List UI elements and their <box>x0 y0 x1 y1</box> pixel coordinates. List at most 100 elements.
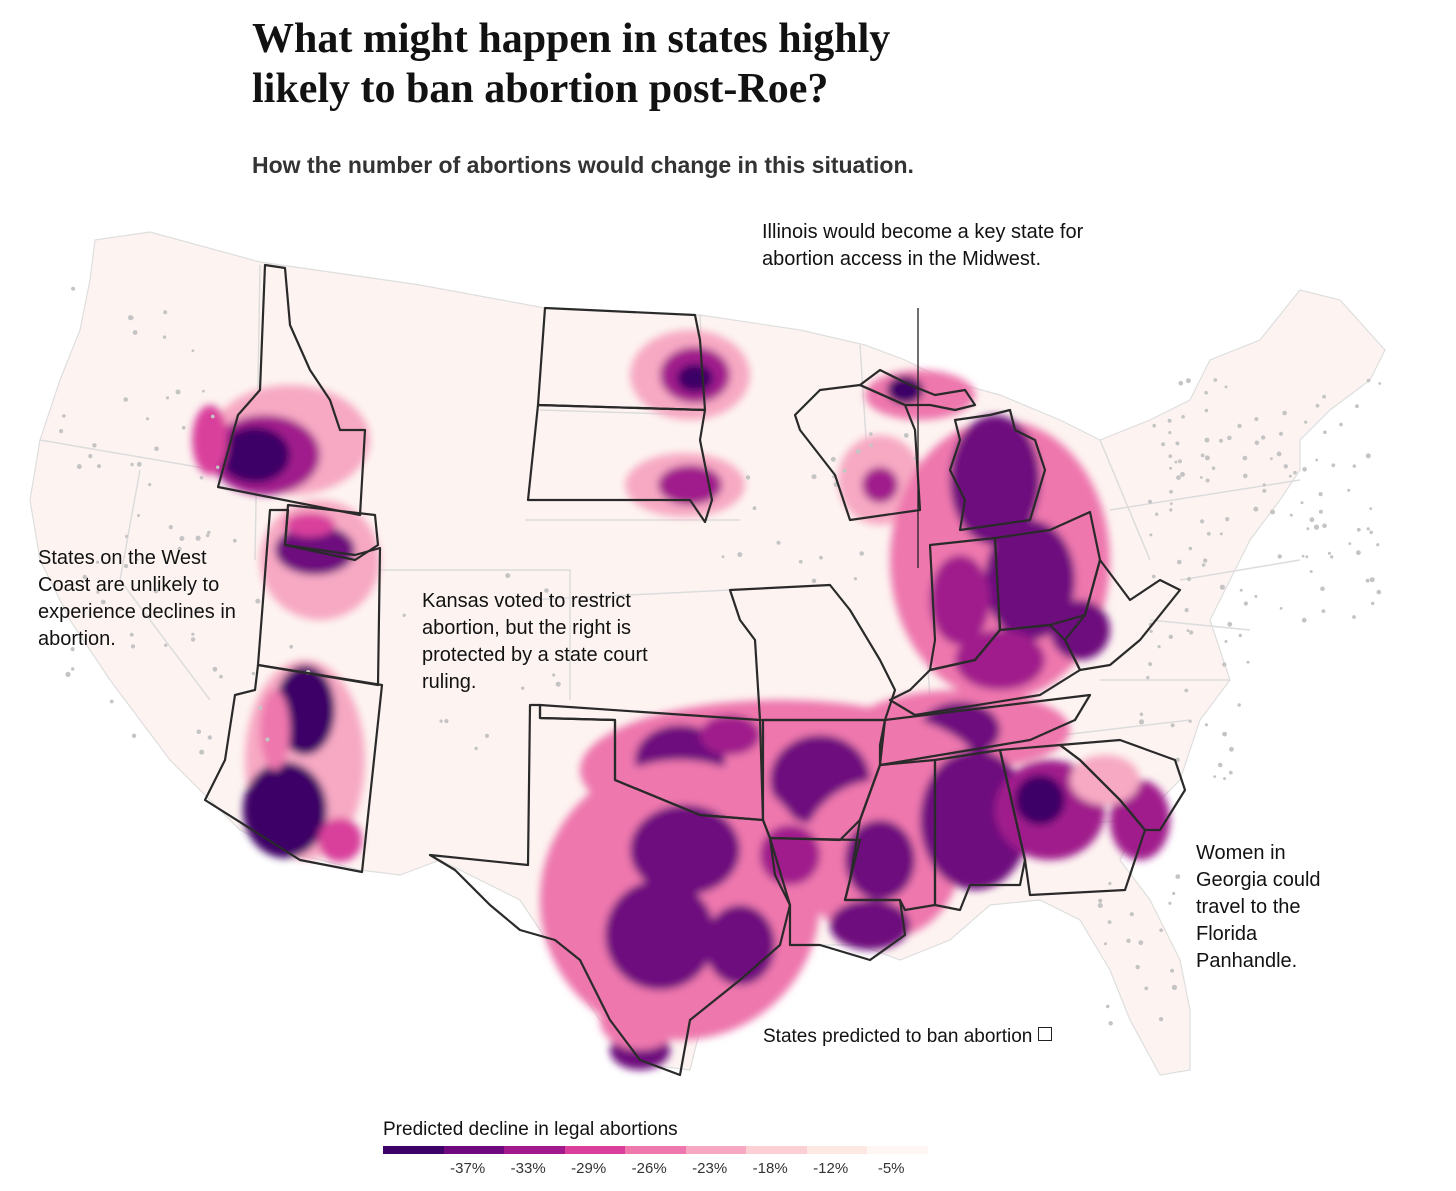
city-dot <box>125 534 129 539</box>
state-south-carolina <box>1058 738 1187 832</box>
legend-label: -26% <box>631 1160 667 1177</box>
city-dot <box>1282 410 1287 416</box>
city-dot <box>199 476 204 480</box>
city-dot <box>1304 420 1308 424</box>
city-dot <box>1126 938 1131 943</box>
city-dot <box>476 631 480 635</box>
city-dot <box>1184 608 1189 613</box>
city-dot <box>1356 527 1361 532</box>
city-dot <box>130 462 134 467</box>
city-dot <box>1313 524 1320 530</box>
legend-label: -37% <box>450 1160 486 1177</box>
city-dot <box>1283 464 1289 469</box>
city-dot <box>1331 463 1336 468</box>
city-dot <box>1224 640 1228 643</box>
city-dot <box>1178 380 1184 386</box>
city-dot <box>1242 455 1248 461</box>
city-dot <box>855 449 861 454</box>
city-dot <box>145 417 150 421</box>
city-dot <box>1167 418 1172 423</box>
city-dot <box>1293 470 1297 475</box>
city-dot <box>1213 378 1218 382</box>
city-dot <box>1327 551 1331 555</box>
legend-title: Predicted decline in legal abortions <box>383 1119 678 1140</box>
city-dot <box>1138 719 1145 725</box>
city-dot <box>164 643 168 647</box>
annotation-georgia: Women in Georgia could travel to the Flo… <box>1196 842 1321 972</box>
city-dot <box>1369 507 1373 510</box>
ban-state-swatch <box>1038 1027 1053 1041</box>
city-dot <box>1365 578 1370 583</box>
city-dot <box>136 461 142 467</box>
city-dot <box>1366 378 1371 383</box>
city-dot <box>1186 378 1191 384</box>
city-dot <box>195 535 201 541</box>
city-dot <box>811 474 817 480</box>
city-dot <box>752 506 757 511</box>
city-dot <box>1169 502 1173 506</box>
legend-label: -12% <box>813 1160 849 1177</box>
city-dot <box>109 699 114 704</box>
city-dot <box>123 563 129 569</box>
city-dots <box>59 286 1382 1026</box>
city-dot <box>1254 440 1260 446</box>
annotation-illinois: Illinois would become a key state for ab… <box>762 221 1084 270</box>
city-dot <box>745 475 751 480</box>
city-dot <box>1158 1017 1164 1022</box>
city-dot <box>1157 645 1161 649</box>
city-dot <box>1152 423 1156 428</box>
city-dot <box>1219 532 1223 536</box>
city-dot <box>869 443 873 448</box>
city-dot <box>289 644 294 649</box>
city-dot <box>1108 1021 1113 1026</box>
legend-swatch <box>443 1146 504 1154</box>
legend-swatch <box>685 1146 746 1154</box>
city-dot <box>137 514 140 517</box>
city-dot <box>168 525 173 530</box>
city-dot <box>1168 431 1172 435</box>
city-dot <box>92 443 97 448</box>
city-dot <box>1176 475 1181 480</box>
city-dot <box>869 432 873 436</box>
city-dot <box>737 552 743 558</box>
city-dot <box>1278 431 1284 436</box>
city-dot <box>1321 609 1326 613</box>
ban-state-key: States predicted to ban abortion <box>763 1026 1053 1048</box>
legend-labels: -37% -33% -29% -26% -23% -18% -12% -5% <box>383 1160 943 1184</box>
city-dot <box>1200 453 1205 458</box>
city-dot <box>100 599 106 605</box>
city-dot <box>1201 563 1206 567</box>
city-dot <box>76 464 82 470</box>
city-dot <box>162 335 167 339</box>
city-dot <box>444 719 449 724</box>
state-south-dakota <box>526 403 714 524</box>
city-dot <box>97 464 101 469</box>
city-dot <box>135 558 139 561</box>
city-dot <box>251 671 256 676</box>
city-dot <box>1376 543 1380 547</box>
city-dot <box>1322 523 1327 528</box>
city-dot <box>1107 920 1112 924</box>
city-dot <box>1315 403 1320 408</box>
city-dot <box>1098 898 1103 903</box>
city-dot <box>177 546 182 552</box>
city-dot <box>1108 881 1112 886</box>
city-dot <box>1318 492 1323 497</box>
city-dot <box>842 468 847 473</box>
city-dot <box>196 729 202 735</box>
state-west-virginia <box>1063 558 1182 672</box>
city-dot <box>1175 874 1181 879</box>
city-dot <box>1365 453 1371 459</box>
city-dot <box>1279 607 1283 610</box>
city-dot <box>70 647 75 652</box>
city-dot <box>191 632 195 636</box>
city-dot <box>88 454 93 459</box>
legend-swatch <box>867 1146 928 1154</box>
city-dot <box>1229 746 1234 752</box>
ban-state-outlines <box>203 263 1187 1077</box>
city-dot <box>1170 968 1175 973</box>
city-dot <box>1181 415 1185 419</box>
city-dot <box>1175 441 1180 446</box>
city-dot <box>1222 662 1227 667</box>
city-dot <box>1301 617 1307 623</box>
